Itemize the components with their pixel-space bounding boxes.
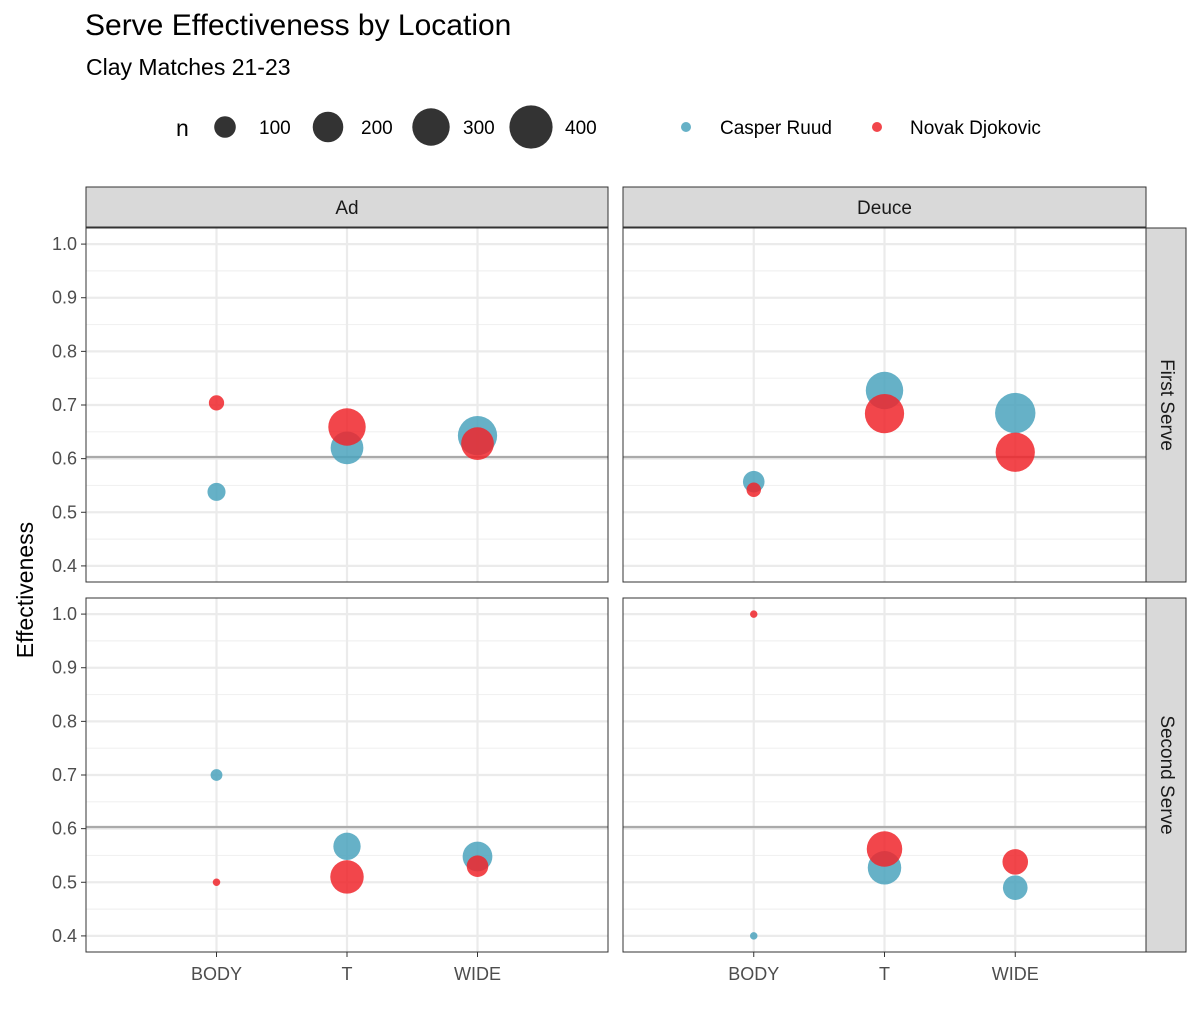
point-novak-djokovic-ad-second-serve-body	[212, 878, 221, 887]
y-tick-label: 0.9	[52, 658, 77, 678]
point-casper-ruud-ad-second-serve-body	[210, 769, 223, 781]
panel-ad-first-serve: 1.0 0.9 0.8 0.7 0.6 0.5 0.4	[52, 227, 609, 583]
point-casper-ruud-ad-second-serve-t	[333, 832, 361, 860]
panel-deuce-second-serve: BODY T WIDE	[622, 597, 1147, 984]
y-tick-label: 0.6	[52, 449, 77, 469]
chart-subtitle: Clay Matches 21-23	[86, 54, 291, 80]
point-casper-ruud-deuce-first-serve-wide	[995, 392, 1036, 434]
size-legend-label-100: 100	[259, 118, 291, 139]
y-tick-label: 0.5	[52, 872, 77, 892]
strip-label-second-serve: Second Serve	[1156, 715, 1177, 834]
point-novak-djokovic-ad-first-serve-body	[208, 395, 225, 411]
strip-label-first-serve: First Serve	[1156, 359, 1177, 451]
point-novak-djokovic-deuce-second-serve-wide	[1002, 849, 1029, 875]
color-legend-label-novak-djokovic: Novak Djokovic	[910, 118, 1041, 139]
x-tick-label-body: BODY	[728, 964, 779, 984]
strip-label-ad: Ad	[335, 198, 358, 219]
x-tick-label-wide: WIDE	[454, 964, 501, 984]
strip-first-serve	[1145, 227, 1187, 583]
size-legend-label-200: 200	[361, 118, 393, 139]
point-novak-djokovic-deuce-first-serve-wide	[995, 432, 1035, 472]
size-legend-label-300: 300	[463, 118, 495, 139]
point-casper-ruud-deuce-second-serve-wide	[1002, 875, 1028, 900]
y-tick-label: 0.5	[52, 502, 77, 522]
color-legend-key-novak-djokovic	[872, 122, 882, 132]
point-novak-djokovic-ad-second-serve-t	[330, 860, 364, 894]
point-novak-djokovic-ad-first-serve-wide	[461, 427, 494, 460]
strip-ad	[85, 186, 609, 228]
panel-border	[622, 227, 1147, 583]
y-tick-label: 0.6	[52, 819, 77, 839]
size-legend-key-200	[312, 111, 344, 143]
facet-panels: Ad Deuce First Serve Second Serve 1.0 0.9 0.8 0…	[52, 186, 1187, 984]
y-tick-label: 0.7	[52, 395, 77, 415]
size-legend-label-400: 400	[565, 118, 597, 139]
chart-title: Serve Effectiveness by Location	[85, 9, 511, 42]
point-casper-ruud-ad-first-serve-body	[207, 482, 226, 501]
y-tick-label: 0.4	[52, 926, 77, 946]
x-tick-label-body: BODY	[191, 964, 242, 984]
size-legend-key-300	[412, 108, 450, 146]
point-novak-djokovic-deuce-second-serve-t	[866, 831, 903, 867]
x-tick-label-t: T	[879, 964, 890, 984]
point-novak-djokovic-ad-second-serve-wide	[466, 855, 489, 877]
size-legend-title: n	[176, 115, 189, 141]
panel-deuce-first-serve	[622, 227, 1147, 583]
y-tick-label: 1.0	[52, 234, 77, 254]
point-novak-djokovic-deuce-first-serve-body	[746, 482, 761, 497]
point-novak-djokovic-deuce-second-serve-body	[750, 610, 758, 618]
legend: n 100 200 300 400 Casper Ruud Novak Djokovic	[176, 105, 1041, 149]
y-axis-title: Effectiveness	[12, 522, 38, 658]
y-tick-label: 0.9	[52, 288, 77, 308]
panel-ad-second-serve: 1.0 0.9 0.8 0.7 0.6 0.5 0.4 BODY T WIDE	[52, 597, 609, 984]
strip-label-deuce: Deuce	[857, 198, 912, 219]
y-tick-label: 0.8	[52, 711, 77, 731]
strip-deuce	[622, 186, 1147, 228]
y-tick-label: 0.8	[52, 341, 77, 361]
point-novak-djokovic-deuce-first-serve-t	[864, 393, 905, 434]
x-tick-label-wide: WIDE	[992, 964, 1039, 984]
size-legend-key-100	[214, 116, 236, 138]
y-tick-label: 0.7	[52, 765, 77, 785]
color-legend-label-casper-ruud: Casper Ruud	[720, 118, 832, 139]
y-tick-label: 0.4	[52, 556, 77, 576]
x-tick-label-t: T	[342, 964, 353, 984]
color-legend-key-casper-ruud	[681, 122, 691, 132]
point-novak-djokovic-ad-first-serve-t	[328, 408, 366, 446]
y-tick-label: 1.0	[52, 604, 77, 624]
size-legend-key-400	[509, 105, 553, 149]
strip-second-serve	[1145, 597, 1187, 953]
point-casper-ruud-deuce-second-serve-body	[750, 932, 758, 940]
